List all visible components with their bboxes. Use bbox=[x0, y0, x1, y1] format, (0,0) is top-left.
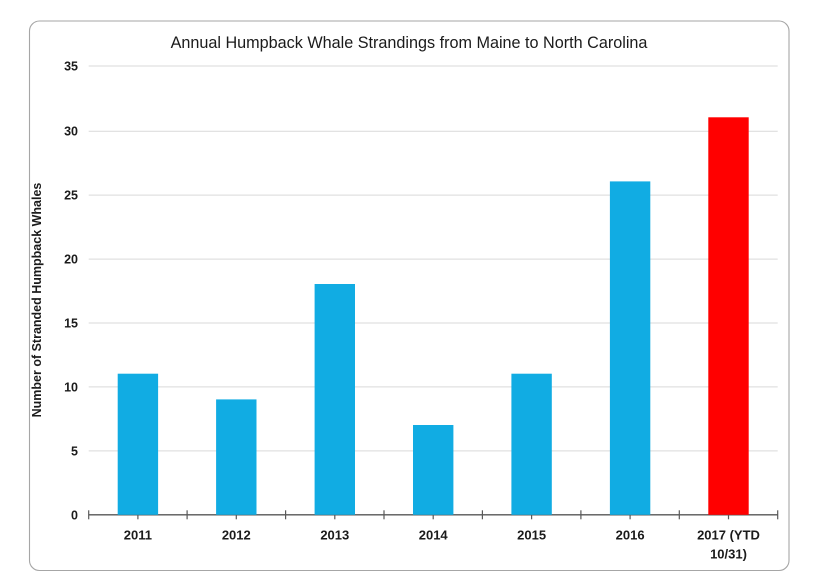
svg-text:15: 15 bbox=[64, 317, 78, 331]
svg-text:30: 30 bbox=[64, 125, 78, 139]
svg-text:2016: 2016 bbox=[616, 528, 645, 543]
svg-text:25: 25 bbox=[64, 189, 78, 203]
svg-text:0: 0 bbox=[71, 508, 78, 522]
svg-text:Number of Stranded Humpback Wh: Number of Stranded Humpback Whales bbox=[30, 183, 44, 418]
svg-text:10: 10 bbox=[64, 380, 78, 394]
svg-text:2012: 2012 bbox=[222, 528, 251, 543]
svg-text:2014: 2014 bbox=[419, 528, 449, 543]
svg-text:Annual Humpback Whale Strandin: Annual Humpback Whale Strandings from Ma… bbox=[171, 34, 648, 52]
svg-text:20: 20 bbox=[64, 253, 78, 267]
svg-text:2015: 2015 bbox=[517, 528, 546, 543]
svg-text:10/31): 10/31) bbox=[710, 547, 747, 562]
svg-text:2011: 2011 bbox=[124, 528, 152, 543]
svg-text:5: 5 bbox=[71, 444, 78, 458]
svg-text:35: 35 bbox=[64, 60, 78, 74]
svg-text:2017 (YTD: 2017 (YTD bbox=[697, 528, 760, 543]
svg-text:2013: 2013 bbox=[320, 528, 349, 543]
